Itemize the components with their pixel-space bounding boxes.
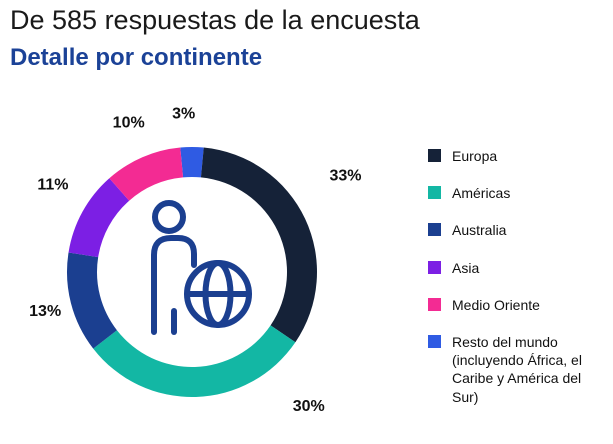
legend-label-americas: Américas — [452, 185, 511, 202]
donut-segment-europa — [200, 147, 318, 343]
legend-item-australia: Australia — [428, 221, 608, 239]
legend-item-americas: Américas — [428, 184, 608, 202]
pct-label-europa: 33% — [329, 168, 361, 185]
chart-subtitle: Detalle por continente — [10, 44, 263, 71]
pct-label-resto-del-mundo: 3% — [172, 106, 195, 123]
legend-swatch-medio-oriente — [428, 297, 441, 311]
legend-item-europa: Europa — [428, 147, 608, 165]
legend-swatch-asia — [428, 260, 441, 274]
donut-segment-americas — [93, 325, 296, 397]
person-globe-icon — [151, 200, 252, 335]
legend-label-resto-del-mundo: Resto del mundo (incluyendo África, el C… — [452, 333, 582, 405]
donut-segment-medio-oriente — [109, 147, 184, 201]
legend-swatch-europa — [428, 149, 441, 162]
legend-label-asia: Asia — [452, 259, 480, 276]
pct-label-asia: 11% — [37, 177, 68, 194]
legend-swatch-americas — [428, 186, 441, 200]
pct-label-medio-oriente: 10% — [113, 114, 145, 131]
donut-segment-resto-del-mundo — [180, 147, 204, 178]
person-body — [151, 235, 197, 335]
donut-segments — [67, 147, 318, 397]
donut-segment-australia — [67, 252, 117, 349]
page-title: De 585 respuestas de la encuesta — [10, 5, 420, 35]
legend: Europa Américas Australia Asia Medio Oriente… — [428, 147, 608, 425]
pct-label-americas: 30% — [293, 398, 325, 415]
donut-chart: 3% 33% 30% 13% 11% 10% — [29, 106, 361, 415]
donut-segment-asia — [68, 178, 130, 258]
legend-item-resto-del-mundo: Resto del mundo (incluyendo África, el C… — [428, 333, 608, 406]
pct-label-australia: 13% — [29, 303, 61, 320]
legend-label-medio-oriente: Medio Oriente — [452, 296, 540, 313]
legend-label-europa: Europa — [452, 148, 498, 164]
legend-item-asia: Asia — [428, 259, 608, 277]
person-head — [152, 200, 186, 234]
legend-swatch-australia — [428, 223, 441, 237]
legend-item-medio-oriente: Medio Oriente — [428, 296, 608, 314]
legend-swatch-resto-del-mundo — [428, 334, 441, 348]
legend-label-australia: Australia — [452, 222, 507, 239]
donut-labels: 3% 33% 30% 13% 11% 10% — [29, 106, 361, 415]
